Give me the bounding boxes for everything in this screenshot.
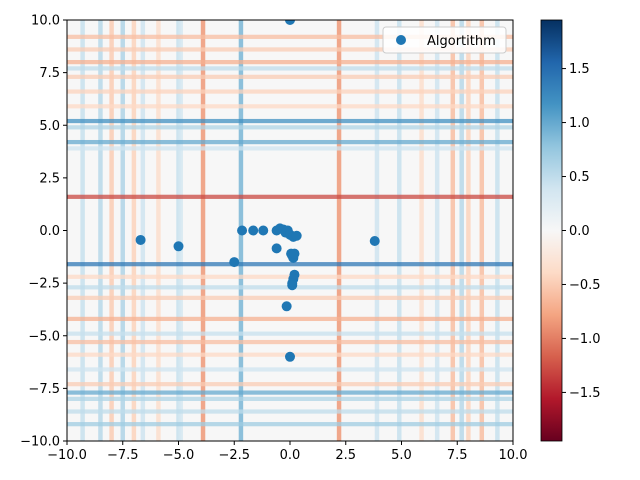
- data-point: [281, 301, 292, 312]
- x-tick-label: 7.5: [447, 448, 468, 463]
- heatmap-column: [419, 20, 424, 441]
- data-point: [369, 236, 380, 247]
- heatmap-row: [67, 89, 513, 94]
- heatmap-row: [67, 316, 513, 322]
- heatmap-column: [397, 20, 402, 441]
- data-point: [287, 280, 298, 291]
- heatmap-row: [67, 59, 513, 65]
- data-point: [271, 243, 282, 254]
- heatmap-row: [67, 146, 513, 151]
- heatmap-column: [495, 20, 500, 441]
- heatmap-column: [434, 20, 440, 441]
- x-tick-label: 10.0: [499, 448, 528, 463]
- heatmap-column: [98, 20, 103, 441]
- heatmap-column: [109, 20, 114, 441]
- heatmap-column: [80, 20, 85, 441]
- colorbar: −1.5 −1.0 −0.5 0.0 0.5 1.0 1.5: [540, 19, 601, 442]
- y-tick-label: 7.5: [39, 66, 60, 81]
- y-tick-label: −10.0: [20, 435, 60, 450]
- heatmap-column: [120, 20, 125, 441]
- heatmap-row: [67, 367, 513, 372]
- legend-label: Algortithm: [427, 34, 496, 49]
- heatmap-row: [67, 262, 513, 267]
- x-tick-label: −2.5: [218, 448, 250, 463]
- y-tick-label: −5.0: [28, 329, 60, 344]
- data-point: [229, 257, 240, 268]
- y-tick-label: 2.5: [39, 171, 60, 186]
- legend-marker: [396, 35, 406, 45]
- heatmap-row: [67, 295, 513, 300]
- heatmap-row: [67, 409, 513, 414]
- heatmap-row: [67, 396, 513, 402]
- heatmap-column: [479, 20, 485, 441]
- heatmap-row: [67, 339, 513, 345]
- heatmap-column: [466, 20, 471, 441]
- x-axis: −10.0 −7.5 −5.0 −2.5 0.0 2.5 5.0 7.5 10.0: [47, 441, 527, 463]
- legend-box: [382, 26, 507, 54]
- colorbar-tick-label: −1.5: [569, 386, 601, 401]
- y-tick-label: −2.5: [28, 277, 60, 292]
- heatmap-row: [67, 390, 513, 395]
- heatmap-row: [67, 382, 513, 387]
- data-point: [237, 225, 248, 236]
- heatmap-row: [67, 104, 513, 109]
- data-point: [258, 225, 269, 236]
- heatmap-row: [67, 74, 513, 79]
- x-tick-label: −7.5: [107, 448, 139, 463]
- x-tick-label: 5.0: [391, 448, 412, 463]
- x-tick-label: 2.5: [335, 448, 356, 463]
- heatmap-row: [67, 194, 513, 199]
- colorbar-ticks: −1.5 −1.0 −0.5 0.0 0.5 1.0 1.5: [562, 62, 601, 401]
- x-tick-label: 0.0: [280, 448, 301, 463]
- data-point: [291, 230, 302, 241]
- heatmap-row: [67, 331, 513, 336]
- colorbar-tick-label: −1.0: [569, 332, 601, 347]
- heatmap-column: [156, 20, 161, 441]
- heatmap-column: [336, 20, 342, 441]
- colorbar-tick-label: 0.0: [569, 224, 590, 239]
- colorbar-tick-label: 1.0: [569, 116, 590, 131]
- x-tick-label: −5.0: [163, 448, 195, 463]
- heatmap-column: [374, 20, 380, 441]
- data-point: [285, 351, 295, 362]
- legend: Algortithm: [382, 26, 507, 54]
- heatmap-column: [450, 20, 456, 441]
- y-tick-label: 0.0: [39, 224, 60, 239]
- colorbar-tick-label: 0.5: [569, 170, 590, 185]
- y-tick-label: −7.5: [28, 382, 60, 397]
- data-point: [248, 225, 259, 236]
- heatmap-row: [67, 66, 513, 71]
- heatmap-column: [140, 20, 146, 441]
- colorbar-tick-label: −0.5: [569, 278, 601, 293]
- x-tick-label: −10.0: [47, 448, 87, 463]
- heatmap-row: [67, 139, 513, 145]
- y-tick-label: 10.0: [31, 14, 60, 29]
- heatmap-column: [178, 20, 183, 441]
- data-point: [135, 234, 146, 245]
- heatmap-row: [67, 422, 513, 427]
- heatmap-column: [459, 20, 464, 441]
- heatmap-column: [131, 20, 137, 441]
- data-point: [285, 20, 295, 25]
- scatter-series: [135, 20, 380, 362]
- heatmap-column: [200, 20, 206, 441]
- colorbar-tick-label: 1.5: [569, 62, 590, 77]
- heatmap-row: [67, 118, 513, 124]
- heatmap-background: [67, 20, 513, 441]
- data-point: [289, 248, 300, 259]
- heatmap-row: [67, 125, 513, 130]
- colorbar-gradient: [540, 19, 563, 442]
- y-tick-label: 5.0: [39, 119, 60, 134]
- data-point: [173, 241, 184, 252]
- heatmap-row: [67, 47, 513, 52]
- y-axis: −10.0 −7.5 −5.0 −2.5 0.0 2.5 5.0 7.5 10.0: [20, 14, 67, 450]
- heatmap-row: [67, 34, 513, 39]
